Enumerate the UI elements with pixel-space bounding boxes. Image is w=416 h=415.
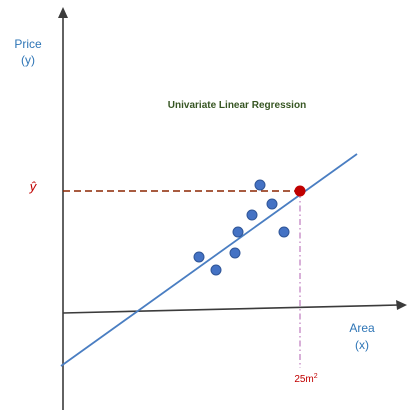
diagram-title: Univariate Linear Regression (168, 100, 306, 111)
regression-line (60, 153, 358, 367)
prediction-point (294, 185, 306, 197)
data-point (254, 179, 266, 191)
y-axis-label: Price (14, 37, 42, 51)
data-point (246, 209, 258, 221)
x-axis-line (62, 304, 400, 314)
data-point (266, 198, 278, 210)
x-axis-unit: (x) (355, 338, 369, 352)
input-value-label: 25m2 (294, 373, 317, 385)
data-point (193, 251, 205, 263)
data-point (232, 226, 244, 238)
arrow-right-icon (396, 300, 407, 310)
data-point (278, 226, 290, 238)
y-axis-unit: (y) (21, 53, 35, 67)
data-point (229, 247, 241, 259)
y-axis (58, 7, 68, 410)
x-axis-label: Area (349, 321, 375, 335)
data-points (193, 179, 290, 276)
prediction-label: ŷ (29, 179, 38, 194)
data-point (210, 264, 222, 276)
x-axis (62, 300, 407, 314)
arrow-up-icon (58, 7, 68, 18)
